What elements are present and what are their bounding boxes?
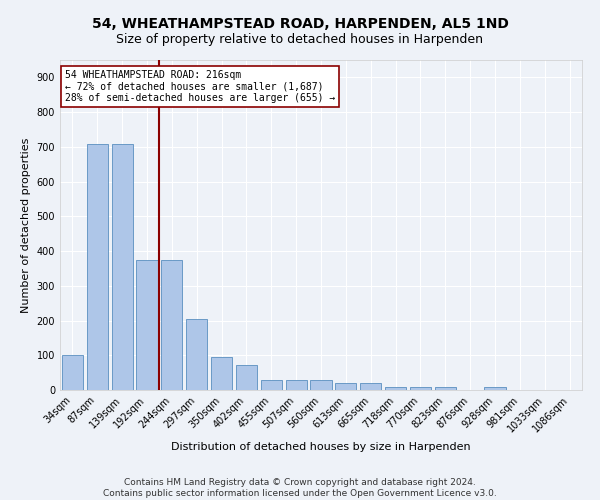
Bar (112, 144, 133, 390)
Bar (335, 383, 356, 390)
Bar (261, 380, 282, 390)
Bar (360, 383, 381, 390)
Bar (161, 260, 182, 390)
Bar (136, 260, 158, 390)
Bar (484, 387, 506, 390)
Bar (62, 356, 83, 390)
Bar (385, 386, 406, 390)
Bar (286, 380, 307, 390)
Bar (310, 380, 332, 390)
Bar (87, 144, 108, 390)
Text: Size of property relative to detached houses in Harpenden: Size of property relative to detached ho… (116, 32, 484, 46)
X-axis label: Distribution of detached houses by size in Harpenden: Distribution of detached houses by size … (171, 442, 471, 452)
Bar (410, 386, 431, 390)
Bar (236, 365, 257, 390)
Bar (211, 357, 232, 390)
Y-axis label: Number of detached properties: Number of detached properties (21, 138, 31, 312)
Text: Contains HM Land Registry data © Crown copyright and database right 2024.
Contai: Contains HM Land Registry data © Crown c… (103, 478, 497, 498)
Bar (435, 386, 456, 390)
Bar (186, 319, 207, 390)
Text: 54, WHEATHAMPSTEAD ROAD, HARPENDEN, AL5 1ND: 54, WHEATHAMPSTEAD ROAD, HARPENDEN, AL5 … (92, 18, 508, 32)
Text: 54 WHEATHAMPSTEAD ROAD: 216sqm
← 72% of detached houses are smaller (1,687)
28% : 54 WHEATHAMPSTEAD ROAD: 216sqm ← 72% of … (65, 70, 335, 103)
